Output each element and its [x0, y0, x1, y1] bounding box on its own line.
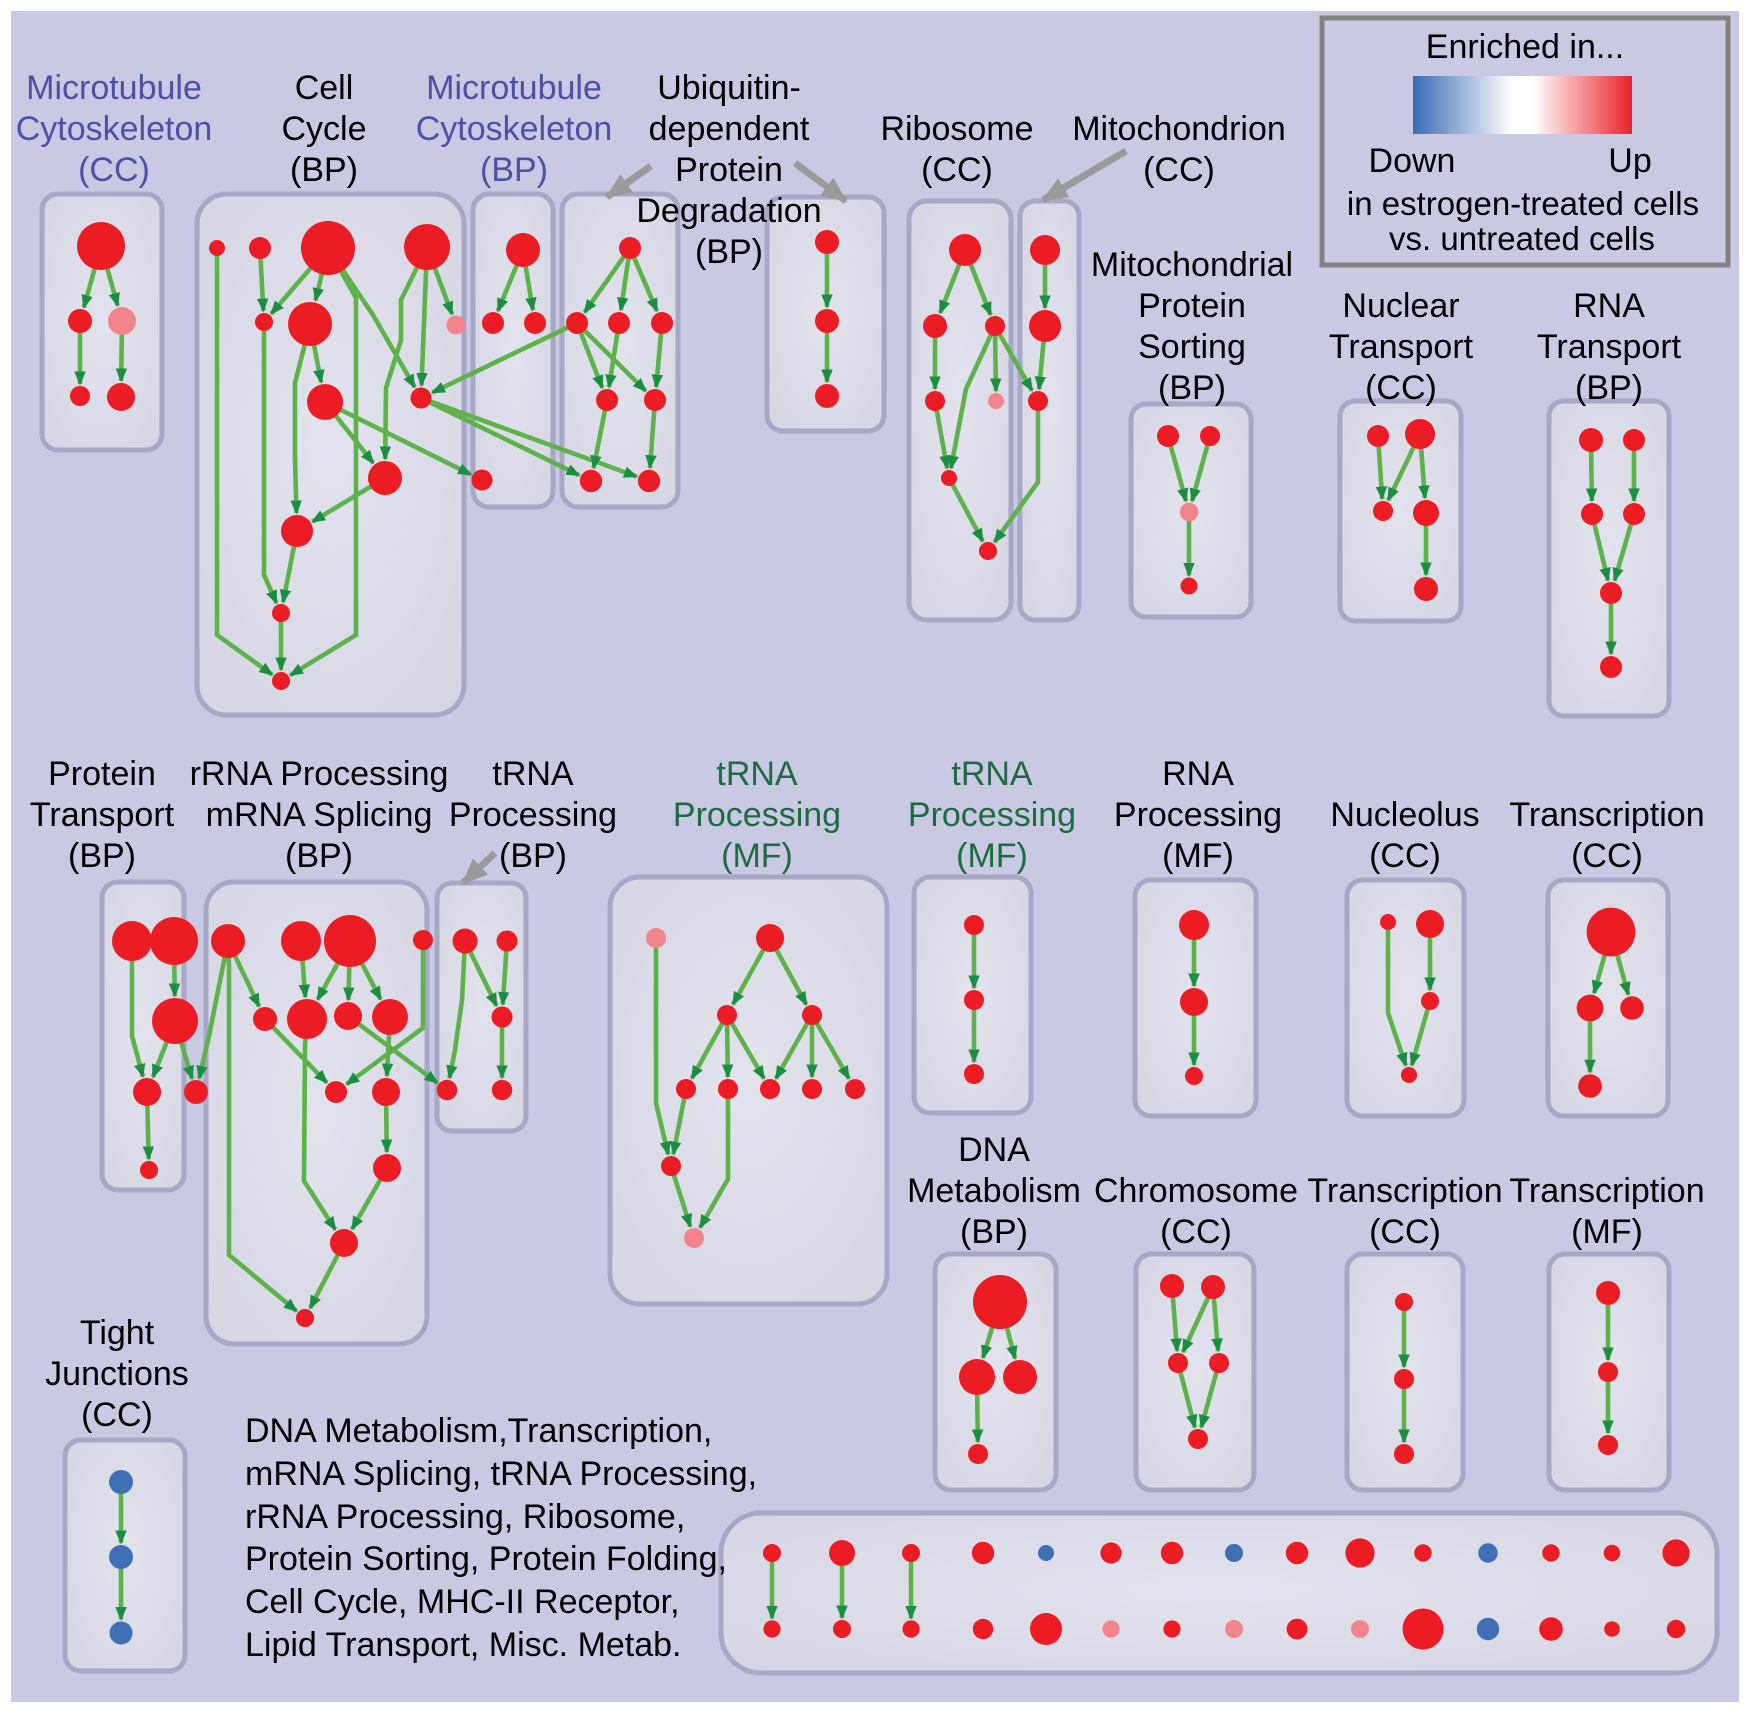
svg-text:(BP): (BP): [695, 233, 763, 271]
svg-text:DNA Metabolism,Transcription,: DNA Metabolism,Transcription,: [245, 1412, 712, 1450]
svg-text:(CC): (CC): [1365, 369, 1437, 407]
svg-text:mRNA Splicing, tRNA Processing: mRNA Splicing, tRNA Processing,: [245, 1455, 757, 1493]
svg-text:(BP): (BP): [499, 837, 567, 875]
svg-text:Degradation: Degradation: [636, 192, 821, 230]
svg-text:Nuclear: Nuclear: [1342, 287, 1459, 325]
svg-text:Cytoskeleton: Cytoskeleton: [416, 110, 613, 148]
svg-text:Cell: Cell: [295, 69, 354, 107]
svg-text:rRNA Processing: rRNA Processing: [190, 755, 449, 793]
svg-text:Processing: Processing: [1114, 796, 1282, 834]
svg-text:Processing: Processing: [673, 796, 841, 834]
svg-text:mRNA Splicing: mRNA Splicing: [206, 796, 433, 834]
svg-text:(CC): (CC): [78, 151, 150, 189]
svg-text:(BP): (BP): [68, 837, 136, 875]
svg-text:Junctions: Junctions: [45, 1355, 189, 1393]
svg-text:(BP): (BP): [480, 151, 548, 189]
svg-text:RNA: RNA: [1573, 287, 1645, 325]
svg-text:Down: Down: [1369, 142, 1456, 180]
svg-text:Transport: Transport: [1537, 328, 1682, 366]
svg-text:Sorting: Sorting: [1138, 328, 1246, 366]
svg-text:(BP): (BP): [1158, 369, 1226, 407]
svg-text:Cycle: Cycle: [281, 110, 366, 148]
svg-text:(MF): (MF): [721, 837, 793, 875]
svg-text:Up: Up: [1608, 142, 1651, 180]
svg-text:DNA: DNA: [958, 1131, 1030, 1169]
svg-text:(MF): (MF): [1571, 1213, 1643, 1251]
svg-text:Protein: Protein: [48, 755, 156, 793]
svg-text:Ubiquitin-: Ubiquitin-: [657, 69, 801, 107]
svg-text:tRNA: tRNA: [716, 755, 798, 793]
svg-text:Mitochondrial: Mitochondrial: [1091, 246, 1293, 284]
svg-text:(CC): (CC): [81, 1396, 153, 1434]
svg-text:Transport: Transport: [30, 796, 175, 834]
svg-text:Transport: Transport: [1329, 328, 1474, 366]
svg-text:(CC): (CC): [1571, 837, 1643, 875]
svg-text:Transcription: Transcription: [1307, 1172, 1502, 1210]
svg-text:Lipid Transport, Misc. Metab.: Lipid Transport, Misc. Metab.: [245, 1626, 682, 1664]
svg-text:Protein Sorting, Protein Foldi: Protein Sorting, Protein Folding,: [245, 1540, 727, 1578]
svg-text:RNA: RNA: [1162, 755, 1234, 793]
svg-text:vs. untreated cells: vs. untreated cells: [1389, 220, 1655, 257]
svg-text:(BP): (BP): [290, 151, 358, 189]
svg-text:(BP): (BP): [1575, 369, 1643, 407]
svg-text:Enriched in...: Enriched in...: [1426, 28, 1624, 66]
svg-text:(CC): (CC): [1369, 837, 1441, 875]
svg-text:(CC): (CC): [921, 151, 993, 189]
svg-text:tRNA: tRNA: [951, 755, 1033, 793]
svg-text:Transcription: Transcription: [1509, 1172, 1704, 1210]
svg-text:(CC): (CC): [1143, 151, 1215, 189]
svg-text:Processing: Processing: [908, 796, 1076, 834]
svg-text:Nucleolus: Nucleolus: [1330, 796, 1479, 834]
svg-text:Tight: Tight: [80, 1314, 155, 1352]
svg-text:Protein: Protein: [675, 151, 783, 189]
svg-text:Chromosome: Chromosome: [1094, 1172, 1298, 1210]
svg-text:Metabolism: Metabolism: [907, 1172, 1081, 1210]
svg-text:Mitochondrion: Mitochondrion: [1072, 110, 1286, 148]
svg-text:(MF): (MF): [956, 837, 1028, 875]
svg-text:in estrogen-treated cells: in estrogen-treated cells: [1347, 185, 1699, 222]
svg-text:(CC): (CC): [1369, 1213, 1441, 1251]
svg-text:Processing: Processing: [449, 796, 617, 834]
svg-text:tRNA: tRNA: [492, 755, 574, 793]
svg-text:(CC): (CC): [1160, 1213, 1232, 1251]
svg-text:Cell Cycle, MHC-II Receptor,: Cell Cycle, MHC-II Receptor,: [245, 1583, 680, 1621]
svg-text:Transcription: Transcription: [1509, 796, 1704, 834]
svg-text:rRNA Processing, Ribosome,: rRNA Processing, Ribosome,: [245, 1498, 685, 1536]
svg-text:Ribosome: Ribosome: [880, 110, 1033, 148]
svg-text:(BP): (BP): [960, 1213, 1028, 1251]
svg-text:dependent: dependent: [649, 110, 810, 148]
svg-text:(BP): (BP): [285, 837, 353, 875]
svg-text:Protein: Protein: [1138, 287, 1246, 325]
svg-text:Microtubule: Microtubule: [426, 69, 602, 107]
svg-text:Microtubule: Microtubule: [26, 69, 202, 107]
svg-text:(MF): (MF): [1162, 837, 1234, 875]
svg-text:Cytoskeleton: Cytoskeleton: [16, 110, 213, 148]
